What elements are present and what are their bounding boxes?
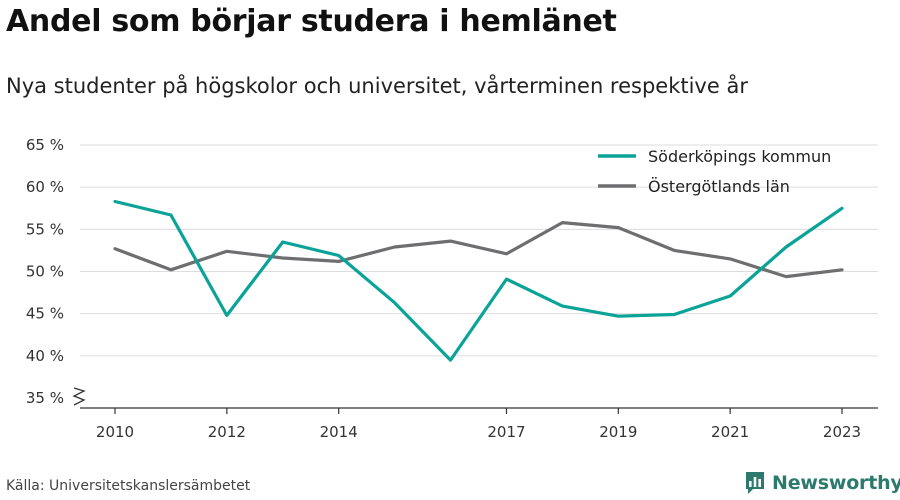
x-tick-label: 2019 (599, 423, 637, 441)
x-tick-label: 2014 (320, 423, 358, 441)
y-tick-label: 40 % (26, 347, 64, 365)
source-note: Källa: Universitetskanslersämbetet (6, 478, 251, 494)
series-line (113, 221, 844, 279)
legend-label: Östergötlands län (648, 177, 790, 196)
x-tick-label: 2023 (823, 423, 861, 441)
legend: Söderköpings kommun Östergötlands län (598, 147, 831, 196)
chart-title: Andel som börjar studera i hemlänet (6, 4, 617, 39)
newsworthy-logo-icon (746, 472, 764, 494)
brand-name: Newsworthy (772, 472, 900, 494)
axes: 35 % 40 % 45 % 50 % 55 % 60 % 65 % 2010 2012 2014… (26, 136, 878, 441)
legend-label: Söderköpings kommun (648, 147, 831, 166)
y-tick-label: 50 % (26, 263, 64, 281)
x-tick-label: 2017 (487, 423, 525, 441)
grid-lines (80, 144, 878, 357)
chart-subtitle: Nya studenter på högskolor och universit… (6, 74, 748, 98)
x-tick-label: 2021 (711, 423, 749, 441)
series-line (113, 199, 844, 362)
series-lines (113, 199, 844, 362)
y-tick-label: 35 % (26, 389, 64, 407)
y-tick-label: 65 % (26, 136, 64, 154)
brand-logo: Newsworthy (744, 468, 900, 498)
x-tick-label: 2010 (96, 423, 134, 441)
y-tick-label: 60 % (26, 178, 64, 196)
y-tick-label: 45 % (26, 305, 64, 323)
y-tick-label: 55 % (26, 220, 64, 238)
axis-break-icon (72, 387, 86, 406)
x-tick-label: 2012 (208, 423, 246, 441)
